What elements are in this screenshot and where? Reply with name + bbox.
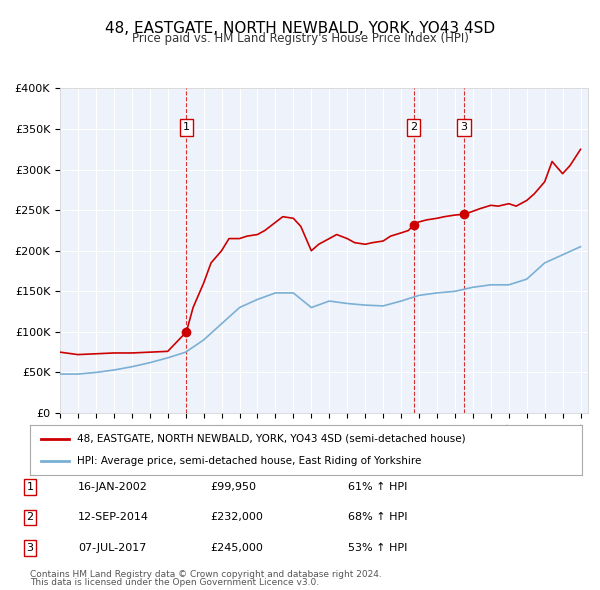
Text: Contains HM Land Registry data © Crown copyright and database right 2024.: Contains HM Land Registry data © Crown c…: [30, 571, 382, 579]
Text: HPI: Average price, semi-detached house, East Riding of Yorkshire: HPI: Average price, semi-detached house,…: [77, 456, 421, 466]
Text: 07-JUL-2017: 07-JUL-2017: [78, 543, 146, 553]
Text: 61% ↑ HPI: 61% ↑ HPI: [348, 482, 407, 491]
Text: This data is licensed under the Open Government Licence v3.0.: This data is licensed under the Open Gov…: [30, 578, 319, 587]
Text: 53% ↑ HPI: 53% ↑ HPI: [348, 543, 407, 553]
Text: Price paid vs. HM Land Registry's House Price Index (HPI): Price paid vs. HM Land Registry's House …: [131, 32, 469, 45]
Text: £245,000: £245,000: [210, 543, 263, 553]
Text: 12-SEP-2014: 12-SEP-2014: [78, 513, 149, 522]
Text: 48, EASTGATE, NORTH NEWBALD, YORK, YO43 4SD (semi-detached house): 48, EASTGATE, NORTH NEWBALD, YORK, YO43 …: [77, 434, 466, 444]
Text: 1: 1: [183, 123, 190, 132]
Text: 16-JAN-2002: 16-JAN-2002: [78, 482, 148, 491]
Text: £232,000: £232,000: [210, 513, 263, 522]
Text: £99,950: £99,950: [210, 482, 256, 491]
Text: 2: 2: [26, 513, 34, 522]
Text: 1: 1: [26, 482, 34, 491]
Text: 68% ↑ HPI: 68% ↑ HPI: [348, 513, 407, 522]
Text: 48, EASTGATE, NORTH NEWBALD, YORK, YO43 4SD: 48, EASTGATE, NORTH NEWBALD, YORK, YO43 …: [105, 21, 495, 35]
Text: 2: 2: [410, 123, 417, 132]
Text: 3: 3: [461, 123, 467, 132]
Text: 3: 3: [26, 543, 34, 553]
